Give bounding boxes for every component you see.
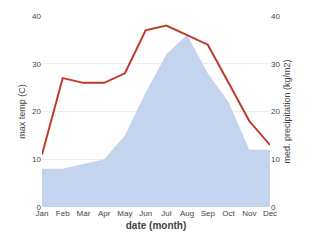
svg-text:med. precipitation (kg/m2): med. precipitation (kg/m2)	[282, 59, 292, 163]
svg-text:Oct: Oct	[222, 209, 235, 218]
svg-text:Aug: Aug	[180, 209, 194, 218]
svg-text:Jul: Jul	[161, 209, 171, 218]
svg-text:0: 0	[37, 203, 42, 212]
svg-text:40: 40	[271, 12, 280, 21]
svg-text:30: 30	[32, 60, 41, 69]
svg-text:Mar: Mar	[77, 209, 91, 218]
svg-text:Jun: Jun	[139, 209, 152, 218]
svg-text:10: 10	[32, 155, 41, 164]
svg-text:20: 20	[32, 107, 41, 116]
svg-text:10: 10	[271, 155, 280, 164]
svg-text:20: 20	[271, 107, 280, 116]
svg-text:Feb: Feb	[56, 209, 70, 218]
svg-text:0: 0	[271, 203, 276, 212]
svg-text:Sep: Sep	[201, 209, 216, 218]
svg-text:max temp (C): max temp (C)	[17, 84, 27, 139]
svg-text:Jan: Jan	[36, 209, 49, 218]
svg-text:Apr: Apr	[98, 209, 111, 218]
svg-text:Dec: Dec	[263, 209, 277, 218]
svg-text:May: May	[117, 209, 132, 218]
svg-text:40: 40	[32, 12, 41, 21]
svg-text:date (month): date (month)	[126, 220, 187, 231]
svg-text:Nov: Nov	[242, 209, 256, 218]
svg-text:30: 30	[271, 60, 280, 69]
